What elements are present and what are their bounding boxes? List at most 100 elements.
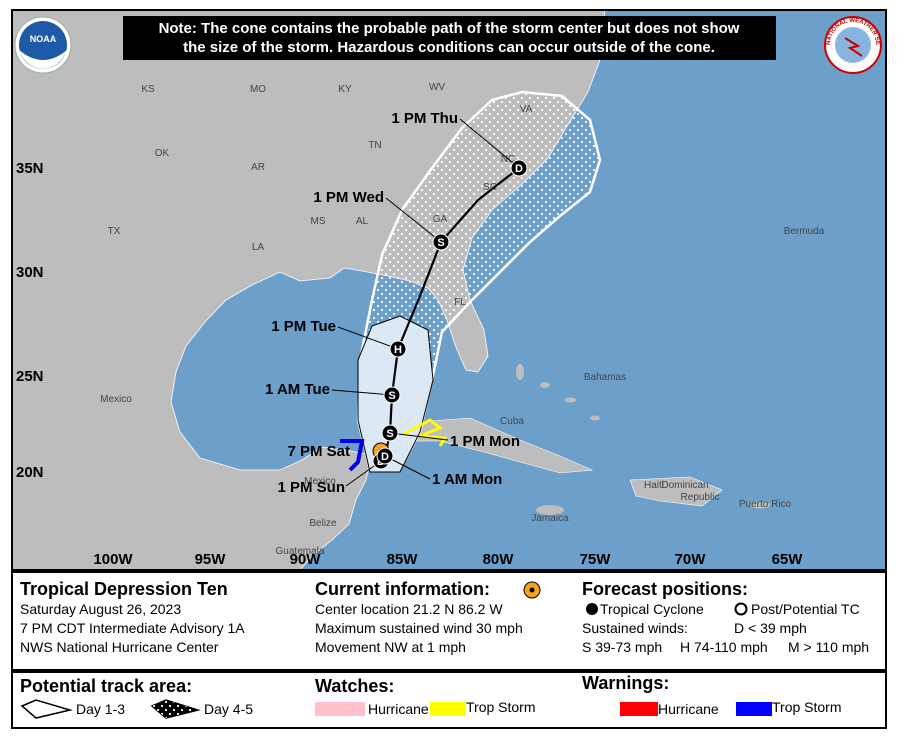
track-point <box>381 424 399 442</box>
region-label: Puerto Rico <box>739 499 792 510</box>
hurricane-warning-swatch <box>620 702 658 716</box>
track-point-symbol: S <box>437 237 444 249</box>
track-point-symbol: S <box>386 428 393 440</box>
lon-label: 90W <box>290 551 322 568</box>
region-label: Belize <box>309 518 337 529</box>
cuba <box>395 417 594 474</box>
ts-watch-label: Trop Storm <box>466 699 536 715</box>
post-tc-icon <box>734 602 748 616</box>
region-label: KS <box>141 84 155 95</box>
current-line: Center location 21.2 N 86.2 W <box>315 601 503 617</box>
warnings-title: Warnings: <box>582 673 669 693</box>
region-label: Bermuda <box>784 226 825 237</box>
lon-label: 75W <box>580 551 612 568</box>
region-label: TN <box>368 140 381 151</box>
hurricane-warning-label: Hurricane <box>658 701 719 717</box>
jamaica <box>536 505 564 515</box>
track-time-label: 1 PM Sun <box>277 479 345 496</box>
hurricane-watch-label: Hurricane <box>368 701 429 717</box>
ts-warning-label: Trop Storm <box>772 699 842 715</box>
leader-line <box>385 197 442 243</box>
region-label: Mexico <box>304 476 336 487</box>
region-label: WV <box>429 82 445 93</box>
winds-m: M > 110 mph <box>788 639 869 655</box>
region-label: VA <box>520 104 533 115</box>
track-point-symbol: D <box>381 451 389 463</box>
noaa-logo: NOAA <box>14 16 72 74</box>
storm-line: 7 PM CDT Intermediate Advisory 1A <box>20 620 245 636</box>
region-label: TX <box>108 226 121 237</box>
lat-label: 20N <box>16 464 44 481</box>
region-label: KY <box>338 84 352 95</box>
winds-h: H 74-110 mph <box>680 639 768 655</box>
track-time-label: 1 PM Wed <box>313 189 384 206</box>
track-time-label: 1 PM Thu <box>391 110 458 127</box>
track-time-label: 1 AM Mon <box>432 471 502 488</box>
leader-line <box>337 326 399 350</box>
storm-line: NWS National Hurricane Center <box>20 639 219 655</box>
track-point-symbol: D <box>515 163 523 175</box>
ts-warning-swatch <box>736 702 772 716</box>
day13-icon <box>20 699 73 719</box>
track-point <box>389 340 407 358</box>
leader-line <box>389 432 449 441</box>
lon-label: 85W <box>387 551 419 568</box>
ts-watch-swatch <box>430 702 466 716</box>
lat-label: 30N <box>16 264 44 281</box>
region-label: Bahamas <box>584 372 626 383</box>
region-label: Dominican <box>661 480 708 491</box>
lon-label: 70W <box>675 551 707 568</box>
lon-label: 95W <box>195 551 227 568</box>
region-label: OK <box>155 148 170 159</box>
track-point-symbol: S <box>388 390 395 402</box>
track-point <box>383 386 401 404</box>
track-point <box>510 159 528 177</box>
leader-line <box>331 389 393 396</box>
post-tc-label: Post/Potential TC <box>751 601 860 617</box>
day45-label: Day 4-5 <box>204 701 253 717</box>
track-point <box>432 233 450 251</box>
region-label: Jamaica <box>531 513 569 524</box>
winds-label: Sustained winds: <box>582 620 688 636</box>
lon-label: 80W <box>483 551 515 568</box>
tc-icon <box>586 603 598 615</box>
track-point-symbol: H <box>394 344 402 356</box>
region-label: Haiti <box>644 480 664 491</box>
lat-label: 25N <box>16 368 44 385</box>
puerto-rico <box>750 501 770 509</box>
region-label: GA <box>433 214 448 225</box>
region-label: Republic <box>681 492 720 503</box>
winds-s: S 39-73 mph <box>582 639 662 655</box>
region-label: LA <box>252 242 265 253</box>
noaa-text: NOAA <box>30 34 57 44</box>
current-line: Maximum sustained wind 30 mph <box>315 620 523 636</box>
forecast-title: Forecast positions: <box>582 579 748 599</box>
lon-label: 100W <box>93 551 133 568</box>
track-time-label: 1 AM Tue <box>265 381 330 398</box>
note-box <box>123 16 776 60</box>
lon-label: 65W <box>772 551 804 568</box>
region-label: MO <box>250 84 266 95</box>
storm-title: Tropical Depression Ten <box>20 579 228 599</box>
current-title: Current information: <box>315 579 490 599</box>
track-area-title: Potential track area: <box>20 676 192 696</box>
hispaniola <box>629 476 723 507</box>
note-line: Note: The cone contains the probable pat… <box>159 20 740 37</box>
note-line: the size of the storm. Hazardous conditi… <box>183 39 715 56</box>
region-label: Guatemala <box>276 546 325 557</box>
track-time-label: 7 PM Sat <box>287 443 350 460</box>
region-label: AL <box>356 216 369 227</box>
tc-label: Tropical Cyclone <box>600 601 704 617</box>
region-label: MS <box>311 216 326 227</box>
day45-icon <box>152 700 198 718</box>
region-label: SC <box>483 182 497 193</box>
legend: Tropical Depression Ten Saturday August … <box>11 571 887 729</box>
region-label: Cuba <box>500 416 524 427</box>
track-time-label: 1 PM Tue <box>271 318 336 335</box>
day13-label: Day 1-3 <box>76 701 125 717</box>
current-line: Movement NW at 1 mph <box>315 639 466 655</box>
lat-label: 35N <box>16 160 44 177</box>
storm-line: Saturday August 26, 2023 <box>20 601 181 617</box>
region-label: FL <box>454 297 466 308</box>
